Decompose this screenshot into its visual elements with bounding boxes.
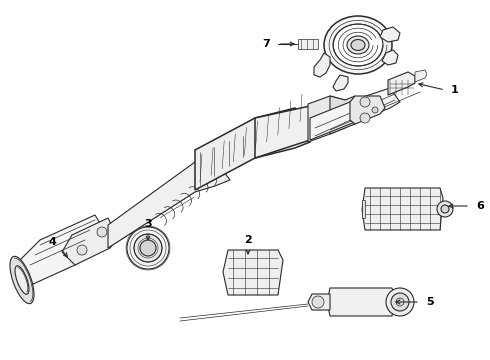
Polygon shape	[15, 215, 110, 290]
Text: 3: 3	[144, 219, 152, 229]
Polygon shape	[380, 27, 400, 42]
Polygon shape	[327, 288, 395, 316]
Text: 7: 7	[262, 39, 270, 49]
Bar	[298, 39, 318, 49]
Polygon shape	[350, 96, 385, 124]
Polygon shape	[108, 160, 230, 248]
Polygon shape	[308, 96, 345, 142]
Circle shape	[441, 205, 449, 213]
Ellipse shape	[15, 266, 29, 294]
Polygon shape	[310, 88, 400, 140]
Polygon shape	[195, 108, 310, 190]
Ellipse shape	[127, 227, 169, 269]
Text: 1: 1	[451, 85, 459, 95]
Polygon shape	[388, 72, 415, 95]
Text: 5: 5	[426, 297, 434, 307]
Polygon shape	[362, 188, 443, 230]
Polygon shape	[333, 75, 348, 91]
Circle shape	[372, 107, 378, 113]
Text: 6: 6	[476, 201, 484, 211]
Polygon shape	[314, 53, 330, 77]
Ellipse shape	[10, 256, 34, 304]
Polygon shape	[382, 50, 398, 65]
Circle shape	[360, 97, 370, 107]
Circle shape	[437, 201, 453, 217]
Polygon shape	[62, 218, 118, 265]
Circle shape	[312, 296, 324, 308]
Text: 2: 2	[244, 235, 252, 245]
Polygon shape	[308, 294, 330, 310]
Ellipse shape	[140, 240, 156, 256]
Polygon shape	[330, 96, 355, 134]
Ellipse shape	[324, 16, 392, 74]
Circle shape	[396, 298, 404, 306]
Circle shape	[360, 113, 370, 123]
Circle shape	[97, 227, 107, 237]
Ellipse shape	[333, 24, 383, 66]
Ellipse shape	[351, 40, 365, 50]
Circle shape	[386, 288, 414, 316]
Polygon shape	[362, 200, 365, 218]
Polygon shape	[223, 250, 283, 295]
Ellipse shape	[134, 234, 162, 262]
Polygon shape	[255, 100, 360, 158]
Circle shape	[391, 293, 409, 311]
Ellipse shape	[347, 36, 369, 54]
Polygon shape	[415, 70, 427, 82]
Circle shape	[77, 245, 87, 255]
Text: 4: 4	[48, 237, 56, 247]
